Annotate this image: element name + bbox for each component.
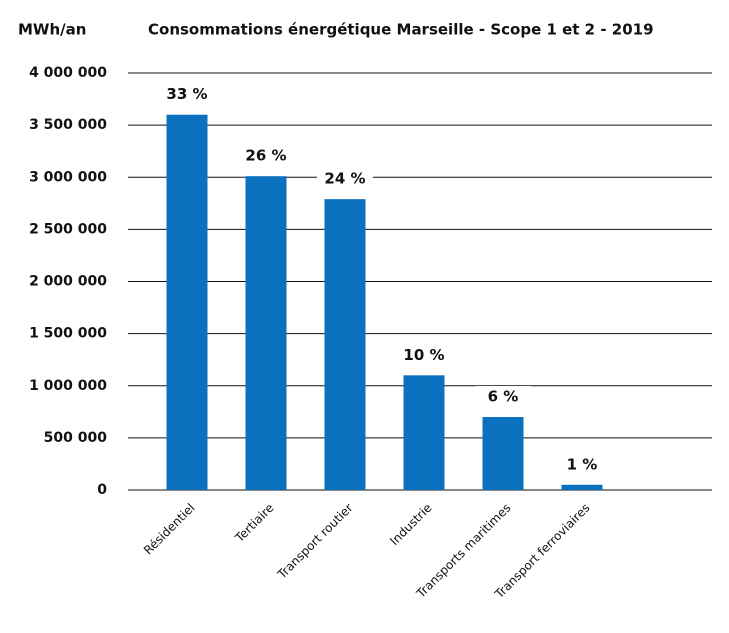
x-tick-label: Transport routier <box>274 501 355 582</box>
label-background <box>238 145 294 168</box>
data-label: 33 % <box>166 85 207 103</box>
x-tick-label: Industrie <box>387 501 434 548</box>
label-background <box>317 168 373 191</box>
data-label: 6 % <box>488 388 519 406</box>
y-tick-label: 4 000 000 <box>29 65 107 81</box>
data-label: 1 % <box>567 455 598 473</box>
data-label: 24 % <box>324 170 365 188</box>
y-tick-label: 0 <box>97 482 107 498</box>
bar <box>245 176 287 490</box>
y-tick-label: 2 000 000 <box>29 274 107 290</box>
label-background <box>554 453 610 476</box>
bar <box>403 375 445 490</box>
y-tick-label: 500 000 <box>44 430 108 446</box>
chart-title: Consommations énergétique Marseille - Sc… <box>148 21 654 39</box>
y-tick-label: 1 500 000 <box>29 326 107 342</box>
y-tick-label: 1 000 000 <box>29 378 107 394</box>
bar <box>324 199 366 490</box>
x-tick-label: Tertiaire <box>232 501 277 546</box>
data-label: 10 % <box>403 346 444 364</box>
x-tick-label: Résidentiel <box>141 501 198 558</box>
bar <box>166 114 208 490</box>
bar <box>482 417 524 490</box>
y-tick-label: 2 500 000 <box>29 221 107 237</box>
bar <box>561 484 603 490</box>
label-background <box>159 83 215 106</box>
y-axis-label: MWh/an <box>18 21 86 39</box>
label-background <box>396 344 452 367</box>
y-tick-label: 3 000 000 <box>29 169 107 185</box>
label-background <box>475 386 531 409</box>
y-tick-label: 3 500 000 <box>29 117 107 133</box>
data-label: 26 % <box>245 147 286 165</box>
